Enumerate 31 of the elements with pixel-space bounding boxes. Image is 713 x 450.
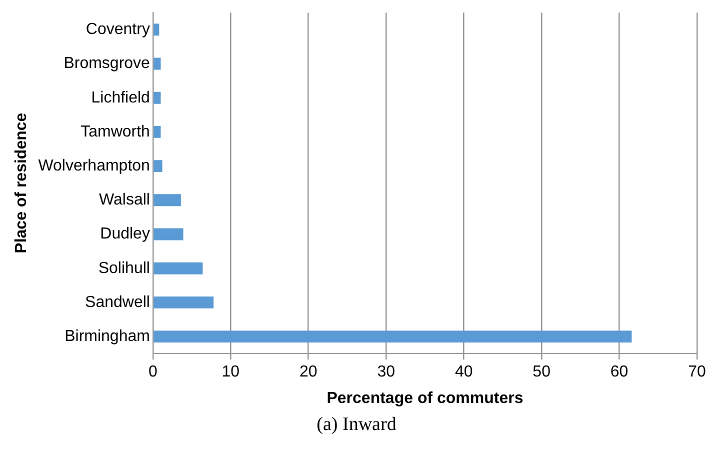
y-axis-title: Place of residence — [13, 112, 30, 254]
x-tick-label: 60 — [610, 364, 628, 381]
y-tick-label: Bromsgrove — [64, 55, 150, 72]
bar — [154, 58, 161, 70]
y-tick-label: Lichfield — [91, 89, 150, 106]
y-tick-label: Wolverhampton — [38, 157, 150, 174]
x-tick-label: 20 — [300, 364, 318, 381]
x-tick-label: 50 — [532, 364, 551, 381]
text: (a) Inward — [316, 414, 398, 436]
y-tick-label: Sandwell — [85, 294, 150, 311]
y-tick-label: Walsall — [98, 192, 150, 209]
bar — [154, 296, 214, 308]
bar — [154, 262, 203, 274]
y-tick-label: Tamworth — [80, 123, 150, 140]
bar — [154, 24, 160, 36]
bar — [154, 160, 162, 172]
x-axis-title: Percentage of commuters — [326, 390, 524, 407]
bar — [154, 194, 181, 206]
x-tick-label: 70 — [688, 364, 706, 381]
bar — [154, 126, 161, 138]
y-tick-label: Dudley — [100, 226, 150, 243]
x-tick-label: 10 — [222, 364, 240, 381]
x-tick-label: 40 — [454, 364, 473, 381]
y-tick-label: Birmingham — [64, 328, 150, 345]
bar — [154, 330, 632, 343]
bar — [154, 92, 161, 104]
x-tick-label: 0 — [148, 364, 158, 381]
y-tick-label: Coventry — [86, 21, 150, 38]
bar — [154, 228, 184, 240]
y-tick-label: Solihull — [98, 260, 150, 277]
x-tick-label: 30 — [377, 364, 396, 381]
